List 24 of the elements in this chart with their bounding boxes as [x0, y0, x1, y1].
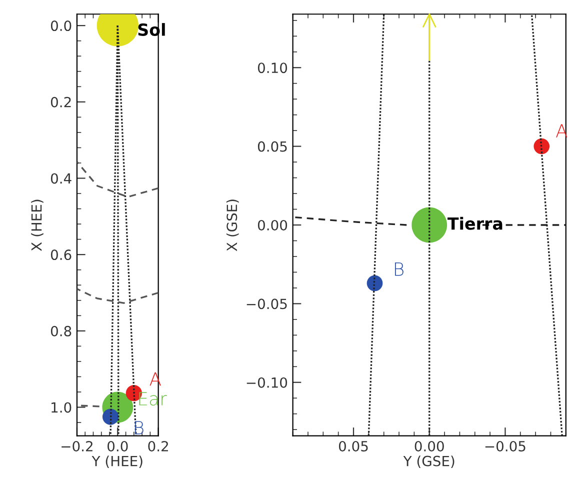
y-tick-label: 0.10 — [258, 62, 288, 74]
x-axis-title: Y (GSE) — [403, 456, 454, 468]
x-tick-label: −0.05 — [485, 440, 526, 452]
y-tick-label: 1.0 — [52, 402, 72, 413]
x-axis-title: Y (HEE) — [92, 456, 142, 468]
y-tick-label: −0.05 — [246, 298, 287, 310]
y-tick-label: 0.8 — [50, 326, 72, 336]
y-tick-label: 0.0 — [50, 20, 72, 32]
y-tick-label: 0.4 — [50, 173, 72, 184]
y-axis-title: X (HEE) — [31, 200, 44, 251]
annotation: B — [395, 262, 404, 276]
x-tick-label: 0.2 — [148, 440, 168, 452]
y-tick-label: 0.2 — [50, 96, 71, 108]
y-tick-label: 0.05 — [258, 141, 287, 152]
y-axis-title: X (GSE) — [226, 200, 239, 252]
annotation: Tierra — [447, 216, 502, 230]
x-tick-label: 0.05 — [338, 440, 368, 452]
x-tick-label: −0.2 — [62, 440, 92, 452]
y-tick-label: 0.00 — [258, 220, 288, 230]
y-tick-label: −0.10 — [246, 377, 288, 388]
annotation: B — [134, 421, 144, 434]
y-tick-label: 0.6 — [50, 250, 72, 260]
x-tick-label: 0.0 — [108, 440, 128, 452]
x-tick-label: 0.00 — [414, 440, 444, 452]
